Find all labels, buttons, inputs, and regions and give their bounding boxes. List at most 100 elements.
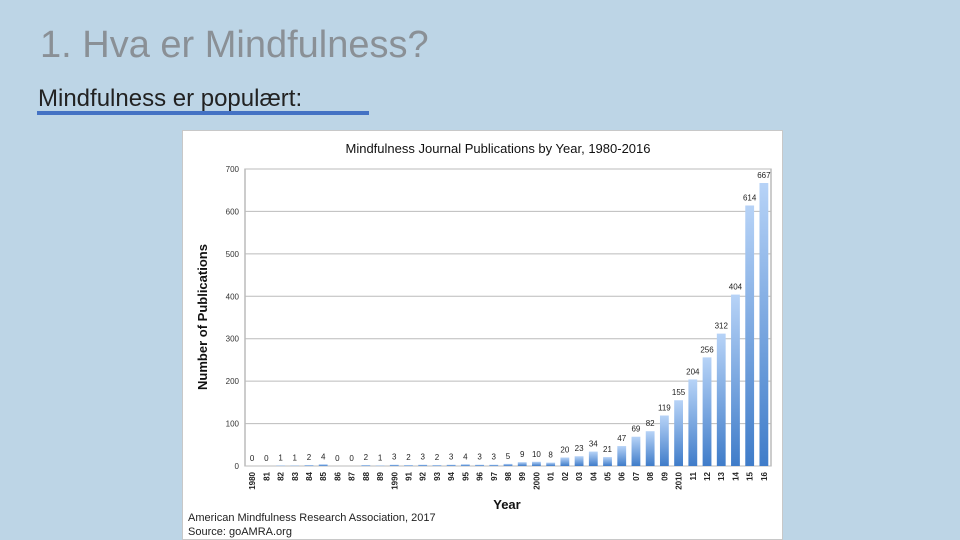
data-label: 23 <box>575 444 584 453</box>
bar <box>546 462 556 466</box>
bar <box>688 379 698 466</box>
bar <box>617 446 627 466</box>
data-label: 667 <box>757 171 771 180</box>
x-tick-label: 85 <box>319 471 328 480</box>
data-label: 21 <box>603 445 612 454</box>
data-label: 8 <box>548 451 553 460</box>
bar <box>574 456 584 466</box>
x-tick-label: 2000 <box>532 471 541 489</box>
bar <box>503 463 513 466</box>
x-tick-label: 81 <box>262 471 271 480</box>
x-axis-label: Year <box>493 497 520 512</box>
data-label: 0 <box>250 454 255 463</box>
bar <box>645 431 655 466</box>
x-tick-label: 2010 <box>675 471 684 489</box>
bar <box>475 464 484 466</box>
data-label: 9 <box>520 450 525 459</box>
bar <box>588 451 598 466</box>
bar <box>304 465 314 466</box>
data-label: 20 <box>560 446 569 455</box>
bar <box>432 465 442 466</box>
bar <box>532 461 541 466</box>
data-label: 2 <box>435 453 440 462</box>
y-tick-label: 400 <box>226 292 240 301</box>
bar <box>489 464 499 466</box>
bar <box>745 205 755 466</box>
data-label: 0 <box>264 454 269 463</box>
x-tick-label: 88 <box>362 471 371 480</box>
data-label: 2 <box>364 453 369 462</box>
publications-chart: Mindfulness Journal Publications by Year… <box>195 141 772 512</box>
x-tick-label: 83 <box>291 471 300 480</box>
y-axis-label: Number of Publications <box>195 244 210 390</box>
bar <box>702 357 712 466</box>
x-tick-label: 15 <box>746 471 755 480</box>
x-tick-label: 12 <box>703 471 712 480</box>
data-label: 3 <box>449 453 454 462</box>
x-tick-label: 14 <box>731 471 740 480</box>
data-label: 4 <box>463 452 468 461</box>
bar <box>389 464 399 466</box>
x-tick-label: 89 <box>376 471 385 480</box>
data-label: 10 <box>532 450 541 459</box>
bar <box>446 464 456 466</box>
x-tick-label: 02 <box>561 471 570 480</box>
y-tick-label: 500 <box>226 250 240 259</box>
source-caption-line2: Source: goAMRA.org <box>188 526 292 538</box>
data-label: 0 <box>349 454 354 463</box>
x-tick-label: 94 <box>447 471 456 480</box>
bar <box>659 415 669 466</box>
x-tick-label: 84 <box>305 471 314 480</box>
data-label: 1 <box>278 454 283 463</box>
bar <box>731 294 740 466</box>
x-tick-label: 16 <box>760 471 769 480</box>
bar <box>631 436 641 466</box>
x-tick-label: 03 <box>575 471 584 480</box>
bar <box>716 333 726 466</box>
slide-title: 1. Hva er Mindfulness? <box>40 24 429 66</box>
x-tick-label: 86 <box>333 471 342 480</box>
y-tick-label: 600 <box>226 207 240 216</box>
x-tick-label: 04 <box>589 471 598 480</box>
x-tick-label: 13 <box>717 471 726 480</box>
bar <box>560 457 570 466</box>
data-label: 5 <box>506 452 511 461</box>
source-caption-line1: American Mindfulness Research Associatio… <box>188 512 436 524</box>
y-tick-label: 0 <box>235 462 240 471</box>
y-tick-label: 700 <box>226 165 240 174</box>
data-label: 1 <box>293 454 298 463</box>
x-tick-label: 05 <box>604 471 613 480</box>
bar <box>759 183 769 466</box>
subtitle-underline <box>37 111 369 115</box>
bar <box>603 457 612 466</box>
bar <box>404 465 413 466</box>
data-label: 2 <box>406 453 411 462</box>
y-tick-label: 100 <box>226 420 240 429</box>
x-tick-label: 01 <box>547 471 556 480</box>
bar <box>517 462 527 466</box>
x-tick-label: 82 <box>277 471 286 480</box>
x-tick-label: 97 <box>490 471 499 480</box>
chart-title: Mindfulness Journal Publications by Year… <box>346 141 651 156</box>
data-label: 404 <box>729 283 743 292</box>
x-tick-label: 09 <box>660 471 669 480</box>
data-label: 4 <box>321 452 326 461</box>
x-tick-label: 96 <box>476 471 485 480</box>
data-label: 34 <box>589 440 598 449</box>
x-tick-label: 93 <box>433 471 442 480</box>
data-label: 0 <box>335 454 340 463</box>
x-tick-label: 08 <box>646 471 655 480</box>
data-label: 614 <box>743 193 757 202</box>
data-label: 256 <box>700 345 714 354</box>
data-label: 3 <box>420 453 425 462</box>
y-tick-label: 200 <box>226 377 240 386</box>
bar <box>418 464 428 466</box>
x-tick-label: 99 <box>518 471 527 480</box>
data-label: 82 <box>646 419 655 428</box>
data-label: 3 <box>492 453 497 462</box>
bar <box>674 400 684 466</box>
x-tick-label: 1980 <box>248 471 257 489</box>
x-tick-label: 98 <box>504 471 513 480</box>
data-label: 204 <box>686 367 700 376</box>
x-tick-label: 91 <box>404 471 413 480</box>
